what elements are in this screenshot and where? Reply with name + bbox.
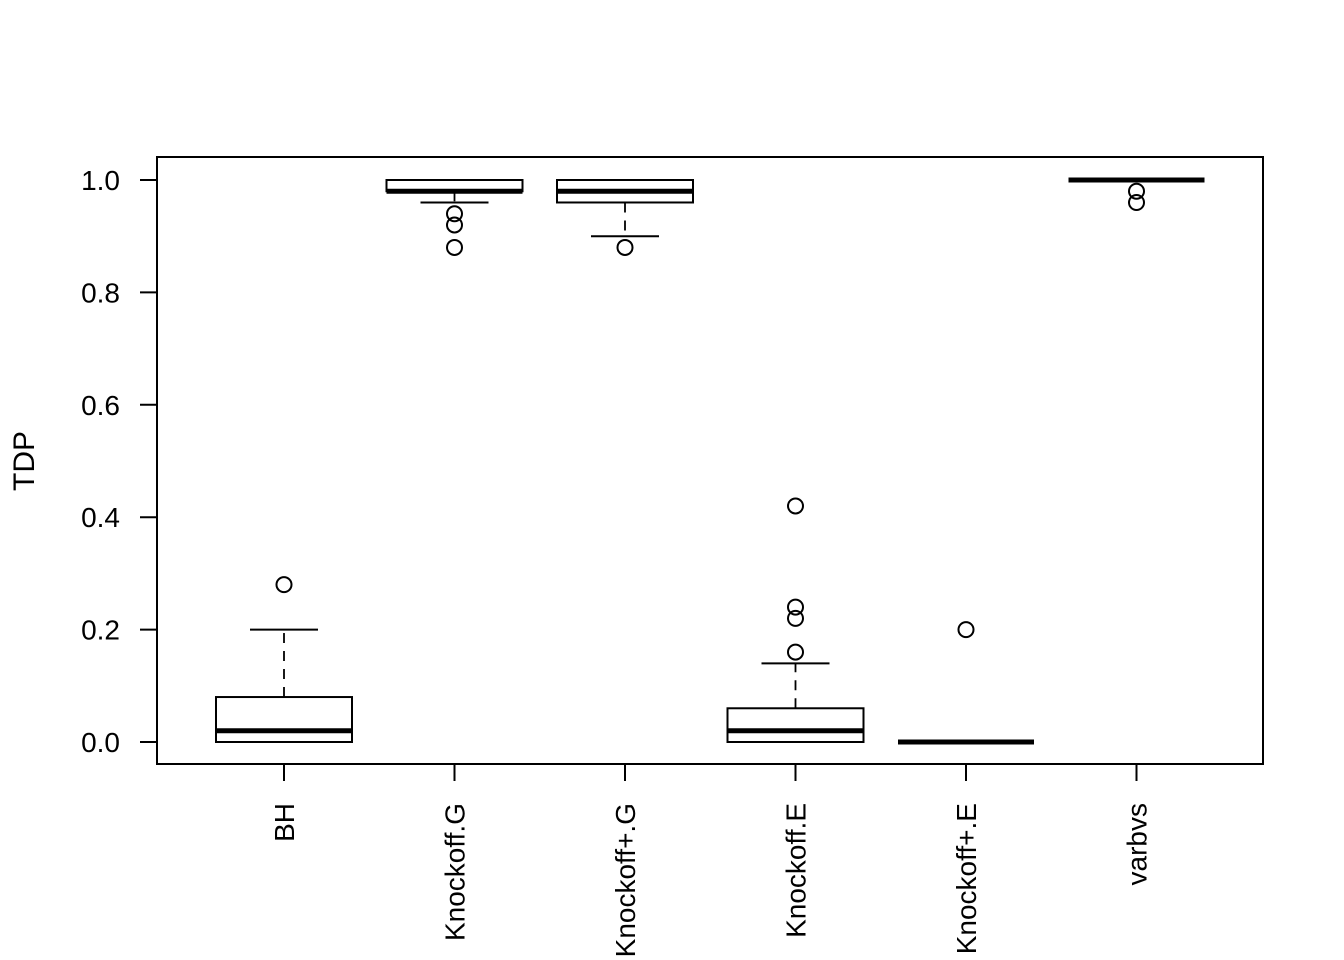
x-tick-label: Knockoff+.E: [951, 803, 982, 954]
box-iqr: [215, 696, 353, 743]
boxes: [215, 177, 1205, 745]
box-bh: [215, 576, 353, 743]
outlier-point: [787, 609, 804, 627]
y-tick-label: 0.8: [81, 277, 120, 308]
x-tick-label: varbvs: [1122, 803, 1153, 885]
outlier-point: [957, 621, 975, 639]
y-tick-label: 0.4: [81, 502, 120, 533]
x-tick-label: Knockoff.E: [781, 803, 812, 938]
box-knockoff-g: [385, 179, 524, 256]
outlier-point: [446, 238, 463, 256]
x-tick-label: Knockoff.G: [440, 803, 471, 941]
outlier-point: [1128, 193, 1145, 211]
x-tick-label: Knockoff+.G: [610, 803, 641, 957]
box-knockoff-g: [556, 179, 694, 256]
x-tick-label: BH: [269, 803, 300, 842]
y-tick-label: 0.6: [81, 390, 120, 421]
box-knockoff-e: [898, 621, 1034, 745]
y-tick-label: 0.0: [81, 727, 120, 758]
outlier-point: [787, 643, 804, 661]
outlier-point: [616, 238, 634, 256]
box-knockoff-e: [726, 497, 865, 744]
outlier-point: [275, 576, 293, 594]
x-axis: BH Knockoff.G Knockoff+.G Knockoff.E Knockof…: [269, 764, 1153, 957]
plot-frame: [156, 156, 1264, 765]
outlier-point: [1128, 182, 1145, 200]
y-tick-label: 1.0: [81, 165, 120, 196]
box-iqr: [726, 707, 865, 744]
outlier-point: [446, 216, 463, 234]
box-varbvs: [1068, 177, 1205, 211]
y-axis-label: TDP: [8, 431, 41, 491]
outlier-point: [446, 205, 463, 223]
outlier-point: [787, 598, 804, 616]
outlier-point: [787, 497, 804, 515]
y-tick-label: 0.2: [81, 615, 120, 646]
y-axis: 0.0 0.2 0.4 0.6 0.8 1.0: [81, 165, 158, 758]
